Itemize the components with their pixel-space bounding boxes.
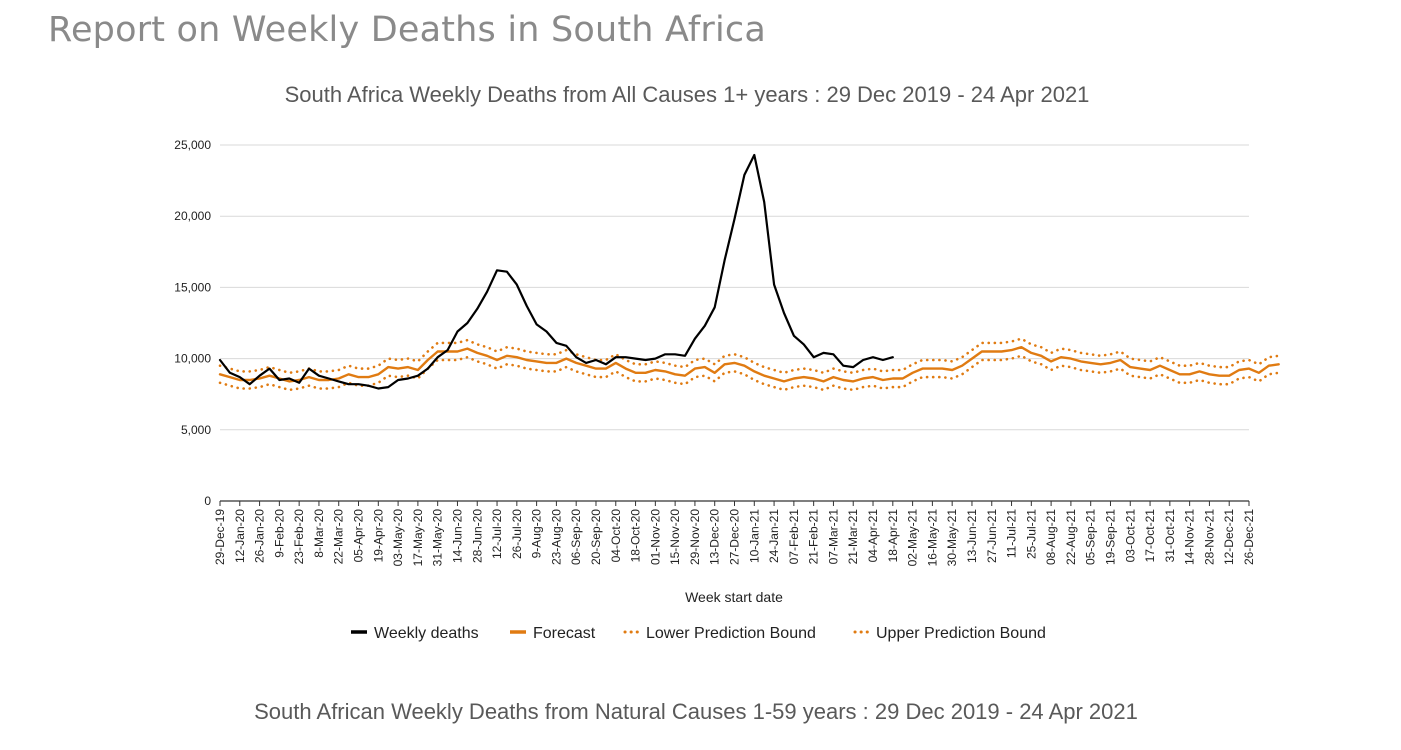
x-tick-label: 19-Apr-20: [371, 509, 385, 563]
x-tick-label: 12-Jul-20: [490, 509, 504, 559]
legend-label: Forecast: [533, 625, 596, 642]
x-axis-title: Week start date: [685, 589, 783, 605]
chart-title: South Africa Weekly Deaths from All Caus…: [284, 82, 1090, 107]
x-tick-label: 14-Jun-20: [450, 509, 464, 563]
x-tick-label: 9-Aug-20: [530, 509, 544, 559]
x-tick-label: 07-Mar-21: [826, 509, 840, 565]
x-tick-label: 05-Apr-20: [352, 509, 366, 563]
y-tick-label: 0: [204, 494, 211, 508]
x-tick-label: 12-Jan-20: [233, 509, 247, 563]
x-axis-ticks: 29-Dec-19 12-Jan-20 26-Jan-20 9-Feb-20 23-Fe…: [213, 501, 1256, 566]
x-tick-label: 18-Oct-20: [629, 509, 643, 563]
x-tick-label: 28-Nov-21: [1202, 509, 1216, 565]
x-tick-label: 8-Mar-20: [312, 509, 326, 558]
x-tick-label: 20-Sep-20: [589, 509, 603, 565]
y-axis-ticks: 0 5,000 10,000 15,000 20,000 25,000: [174, 138, 211, 508]
x-tick-label: 07-Feb-21: [787, 509, 801, 565]
legend-label: Lower Prediction Bound: [646, 625, 816, 642]
x-tick-label: 17-Oct-21: [1143, 509, 1157, 563]
x-tick-label: 14-Nov-21: [1183, 509, 1197, 565]
y-tick-label: 5,000: [181, 423, 211, 437]
x-tick-label: 10-Jan-21: [747, 509, 761, 563]
legend-label: Upper Prediction Bound: [876, 625, 1046, 642]
x-tick-label: 26-Jul-20: [510, 509, 524, 559]
x-tick-label: 06-Sep-20: [569, 509, 583, 565]
series-lower-prediction-bound-line: [218, 354, 1280, 392]
y-tick-label: 25,000: [174, 138, 211, 152]
x-tick-label: 22-Mar-20: [332, 509, 346, 565]
legend-item-weekly-deaths: Weekly deaths: [351, 625, 479, 642]
weekly-deaths-line-chart: 0 5,000 10,000 15,000 20,000 25,000 29-Dec-19…: [174, 138, 1280, 642]
x-tick-label: 21-Feb-21: [807, 509, 821, 565]
series-upper-prediction-bound-line: [218, 337, 1280, 375]
x-tick-label: 31-Oct-21: [1163, 509, 1177, 563]
x-tick-label: 29-Nov-20: [688, 509, 702, 565]
legend-label: Weekly deaths: [374, 625, 479, 642]
x-tick-label: 05-Sep-21: [1084, 509, 1098, 565]
x-tick-label: 30-May-21: [945, 509, 959, 567]
legend: Weekly deaths Forecast Lower Prediction Bo…: [351, 625, 1046, 642]
x-tick-label: 04-Oct-20: [609, 509, 623, 563]
x-tick-label: 27-Jun-21: [985, 509, 999, 563]
x-tick-label: 16-May-21: [925, 509, 939, 567]
y-tick-label: 15,000: [174, 280, 211, 294]
gridlines: [220, 144, 1249, 502]
report-title: Report on Weekly Deaths in South Africa: [48, 10, 767, 50]
x-tick-label: 23-Feb-20: [292, 509, 306, 565]
series-weekly-deaths-line: [218, 153, 894, 390]
series-lines: [218, 153, 1280, 392]
x-tick-label: 13-Dec-20: [708, 509, 722, 565]
x-tick-label: 12-Dec-21: [1222, 509, 1236, 565]
x-tick-label: 26-Dec-21: [1242, 509, 1256, 565]
x-tick-label: 11-Jul-21: [1005, 509, 1019, 558]
x-tick-label: 04-Apr-21: [866, 509, 880, 563]
x-tick-label: 08-Aug-21: [1044, 509, 1058, 565]
x-tick-label: 24-Jan-21: [767, 509, 781, 563]
x-tick-label: 18-Apr-21: [886, 509, 900, 563]
x-tick-label: 26-Jan-20: [253, 509, 267, 563]
x-tick-label: 03-Oct-21: [1123, 509, 1137, 563]
x-tick-label: 9-Feb-20: [272, 509, 286, 558]
x-tick-label: 25-Jul-21: [1024, 509, 1038, 559]
legend-item-lower-prediction-bound: Lower Prediction Bound: [623, 625, 816, 642]
series-forecast-line: [218, 346, 1280, 383]
next-chart-title: South African Weekly Deaths from Natural…: [254, 699, 1138, 724]
x-tick-label: 03-May-20: [391, 509, 405, 567]
x-tick-label: 02-May-21: [906, 509, 920, 567]
legend-item-upper-prediction-bound: Upper Prediction Bound: [853, 625, 1046, 642]
y-tick-label: 10,000: [174, 352, 211, 366]
x-tick-label: 15-Nov-20: [668, 509, 682, 565]
x-tick-label: 28-Jun-20: [470, 509, 484, 563]
legend-item-forecast: Forecast: [510, 625, 596, 642]
x-tick-label: 31-May-20: [431, 509, 445, 567]
x-tick-label: 29-Dec-19: [213, 509, 227, 565]
x-tick-label: 23-Aug-20: [549, 509, 563, 565]
x-tick-label: 27-Dec-20: [728, 509, 742, 565]
x-tick-label: 17-May-20: [411, 509, 425, 567]
x-tick-label: 01-Nov-20: [648, 509, 662, 565]
y-tick-label: 20,000: [174, 209, 211, 223]
x-tick-label: 13-Jun-21: [965, 509, 979, 563]
x-tick-label: 19-Sep-21: [1103, 509, 1117, 565]
x-tick-label: 22-Aug-21: [1064, 509, 1078, 565]
x-tick-label: 21-Mar-21: [846, 509, 860, 565]
